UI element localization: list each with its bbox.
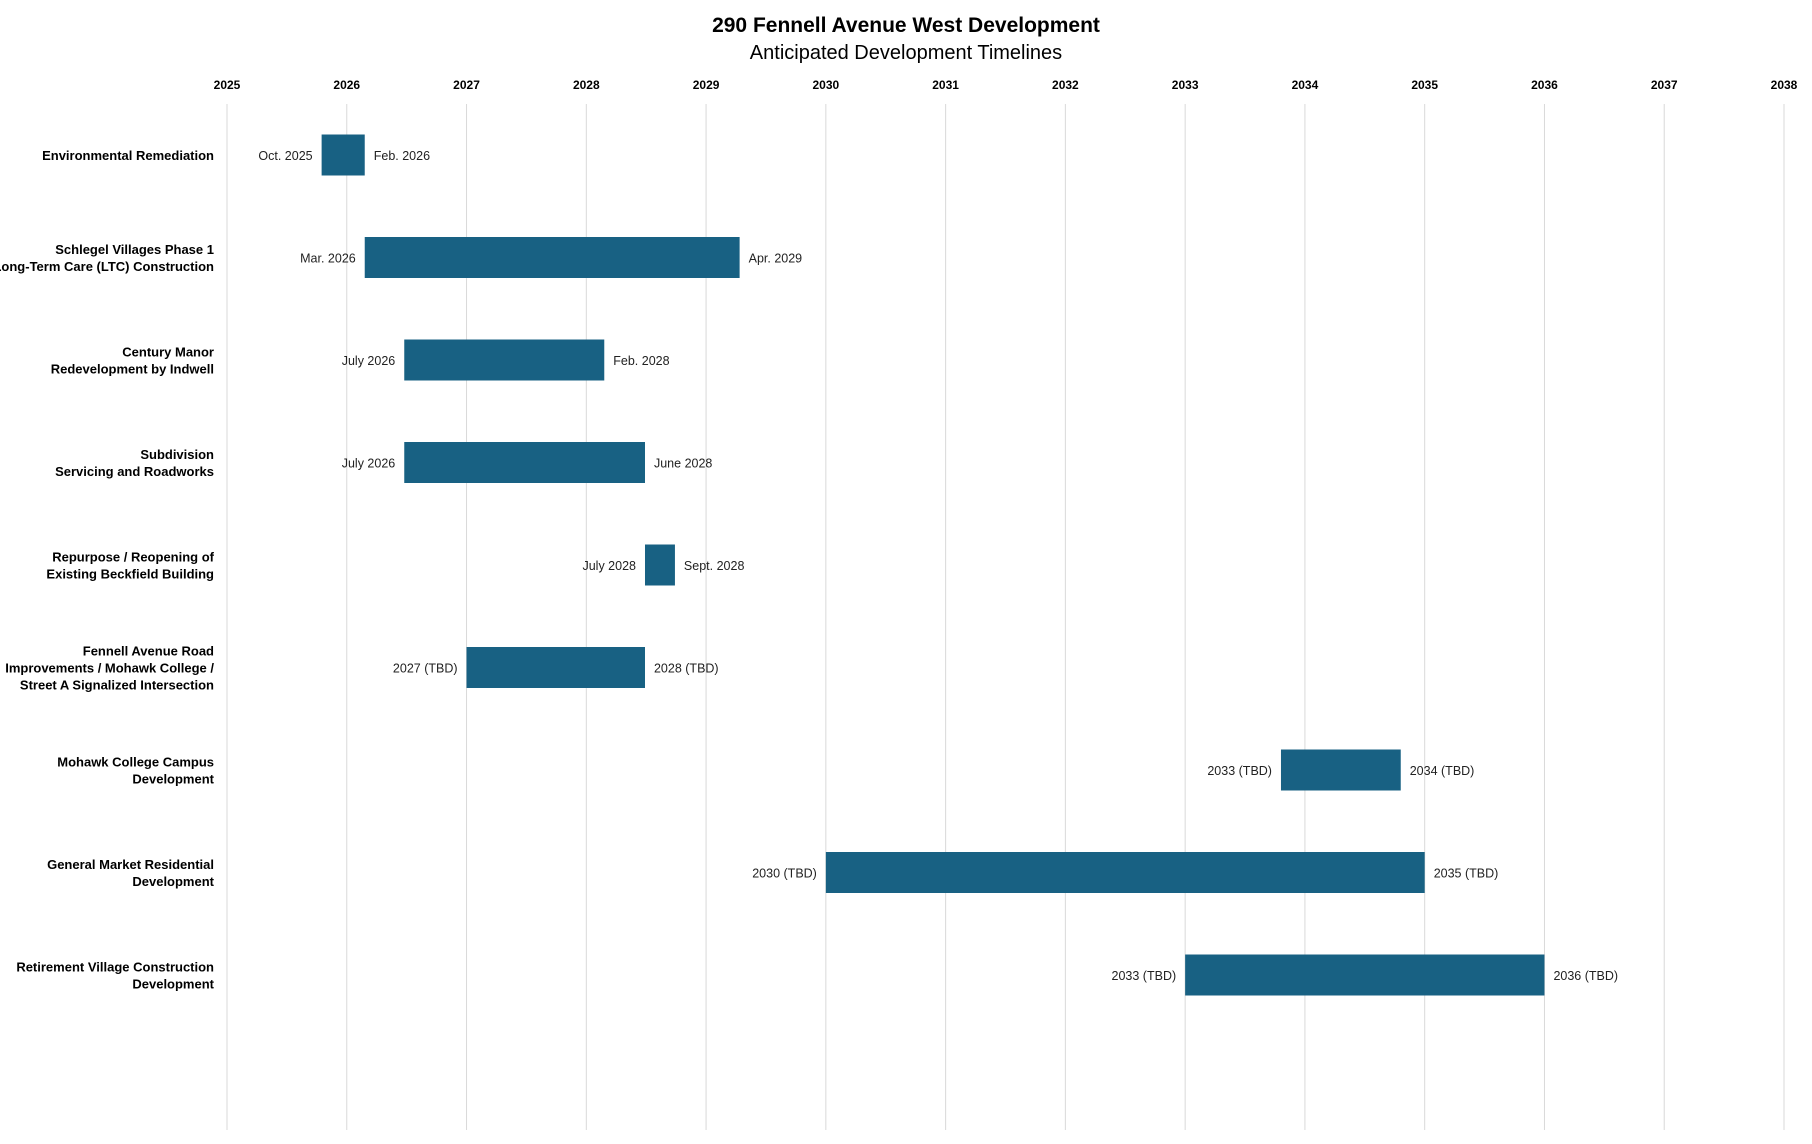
bar-start-label: Oct. 2025 [258,149,312,163]
timeline-bars: Oct. 2025 Feb. 2026 Mar. 2026 Apr. 2029 July… [258,134,1618,996]
timeline-bar [1280,749,1401,791]
task-label-line: Subdivision [140,447,214,462]
bar-start-label: July 2026 [342,457,396,471]
timeline-bar [364,237,740,278]
bar-end-label: Sept. 2028 [684,559,745,573]
bar-start-label: July 2026 [342,354,396,368]
task-label: Environmental Remediation [42,148,214,163]
task-label-line: Long-Term Care (LTC) Construction [0,259,214,274]
chart-title: 290 Fennell Avenue West Development [712,14,1100,37]
timeline-bar [404,442,645,483]
year-tick-label: 2029 [693,78,720,92]
bar-end-label: Apr. 2029 [749,252,803,266]
chart-subtitle: Anticipated Development Timelines [750,42,1062,64]
grid-lines [226,104,1785,1130]
task-label-line: Development [132,772,214,787]
year-tick-label: 2027 [453,78,480,92]
x-axis-years: 2025 2026 2027 2028 2029 2030 2031 2032 2033 2034… [214,78,1798,92]
task-label-line: Mohawk College Campus [57,755,214,770]
task-label-line: Street A Signalized Intersection [20,678,214,693]
bar-end-label: 2036 (TBD) [1553,969,1618,983]
bar-end-label: Feb. 2028 [613,354,669,368]
bar-start-label: July 2028 [582,559,636,573]
year-tick-label: 2037 [1651,78,1678,92]
bar-start-label: 2030 (TBD) [752,867,817,881]
task-label: Repurpose / Reopening of Existing Beckfie… [46,550,214,582]
task-label-line: Existing Beckfield Building [46,567,214,582]
task-label: Fennell Avenue Road Improvements / Mohawk… [5,644,214,693]
bar-start-label: Mar. 2026 [300,252,356,266]
task-label-line: Environmental Remediation [42,148,214,163]
year-tick-label: 2038 [1771,78,1798,92]
task-label-line: Repurpose / Reopening of [52,550,214,565]
task-label-line: Fennell Avenue Road [83,644,214,659]
year-tick-label: 2031 [932,78,959,92]
task-label-line: Development [132,977,214,992]
task-label: Mohawk College Campus Development [57,755,214,787]
task-label-line: Servicing and Roadworks [55,464,214,479]
task-label: Retirement Village Construction Developme… [16,960,214,992]
bar-end-label: 2034 (TBD) [1410,764,1475,778]
bar-start-label: 2027 (TBD) [393,662,458,676]
task-labels: Environmental Remediation Schlegel Villag… [0,148,215,992]
bar-start-label: 2033 (TBD) [1112,969,1177,983]
bar-end-label: 2028 (TBD) [654,662,719,676]
timeline-bar [825,852,1425,893]
task-label-line: Redevelopment by Indwell [51,362,214,377]
year-tick-label: 2036 [1531,78,1558,92]
task-label-line: Improvements / Mohawk College / [5,661,214,676]
bar-end-label: June 2028 [654,457,712,471]
timeline-bar [644,544,675,586]
task-label: General Market Residential Development [47,857,215,889]
bar-end-label: 2035 (TBD) [1434,867,1499,881]
bar-start-label: 2033 (TBD) [1207,764,1272,778]
year-tick-label: 2025 [214,78,241,92]
year-tick-label: 2034 [1292,78,1319,92]
year-tick-label: 2032 [1052,78,1079,92]
task-label-line: Century Manor [122,345,214,360]
bar-end-label: Feb. 2026 [374,149,430,163]
task-label-line: Development [132,874,214,889]
task-label-line: General Market Residential [47,857,214,872]
timeline-bar [321,134,365,176]
task-label-line: Schlegel Villages Phase 1 [55,242,214,257]
task-label: Century Manor Redevelopment by Indwell [51,345,214,377]
task-label: Subdivision Servicing and Roadworks [55,447,214,479]
timeline-bar [404,339,605,381]
timeline-bar [1185,954,1545,996]
year-tick-label: 2028 [573,78,600,92]
timeline-bar [466,647,645,688]
year-tick-label: 2033 [1172,78,1199,92]
year-tick-label: 2035 [1411,78,1438,92]
year-tick-label: 2030 [812,78,839,92]
task-label-line: Retirement Village Construction [16,960,214,975]
year-tick-label: 2026 [333,78,360,92]
task-label: Schlegel Villages Phase 1 Long-Term Care … [0,242,214,274]
